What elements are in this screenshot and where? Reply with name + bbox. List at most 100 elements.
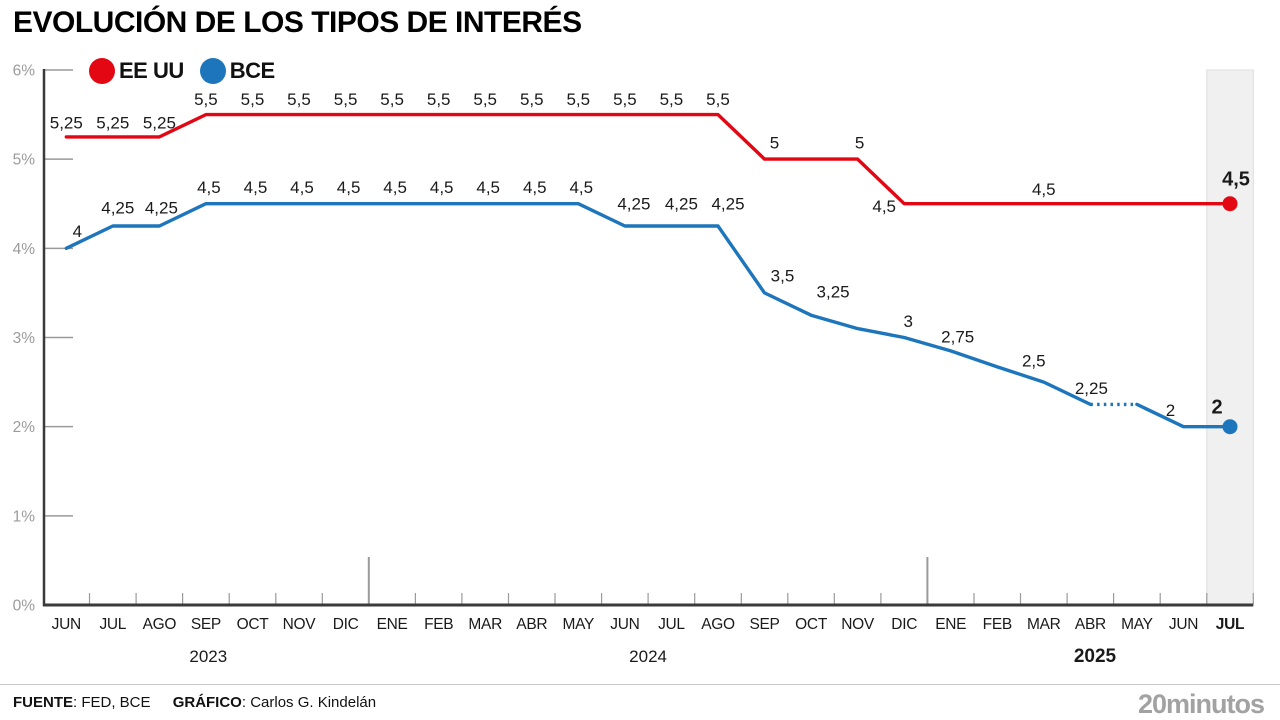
y-tick-label: 6% — [13, 62, 36, 79]
data-label-eeuu: 4,5 — [1032, 180, 1056, 199]
x-label: JUN — [1169, 616, 1198, 633]
data-label-bce: 4,25 — [665, 195, 698, 214]
legend: EE UU BCE — [89, 57, 291, 85]
year-label: 2023 — [189, 647, 227, 666]
data-label-bce: 3,25 — [817, 283, 850, 302]
data-label-eeuu: 5,25 — [50, 113, 83, 132]
data-label-eeuu: 5,5 — [241, 90, 265, 109]
x-label: ENE — [377, 616, 408, 633]
data-label-bce: 4,5 — [197, 178, 221, 197]
y-tick-label: 0% — [13, 598, 36, 615]
legend-dot-bce — [199, 58, 226, 84]
end-dot-bce — [1222, 419, 1238, 435]
data-label-eeuu: 5,25 — [143, 113, 176, 132]
x-label: FEB — [424, 616, 453, 633]
x-label: AGO — [701, 616, 735, 633]
data-label-bce: 2,75 — [941, 327, 974, 346]
data-label-eeuu: 4,5 — [1222, 169, 1250, 191]
data-label-eeuu: 5,5 — [287, 90, 311, 109]
x-label: MAR — [1027, 616, 1061, 633]
graphic-value: : Carlos G. Kindelán — [241, 694, 377, 711]
data-label-eeuu: 5,5 — [660, 90, 684, 109]
x-label: AGO — [143, 616, 177, 633]
data-label-bce: 3 — [903, 312, 912, 331]
x-label: SEP — [749, 616, 779, 633]
data-label-bce: 4,5 — [383, 178, 407, 197]
data-label-bce: 2 — [1211, 397, 1222, 419]
data-label-bce: 2,5 — [1022, 352, 1046, 371]
y-tick-label: 5% — [13, 152, 36, 169]
y-tick-label: 4% — [13, 241, 36, 258]
year-label: 2025 — [1074, 646, 1117, 667]
x-label: ABR — [516, 616, 547, 633]
data-label-bce: 4,5 — [430, 178, 454, 197]
page-title: EVOLUCIÓN DE LOS TIPOS DE INTERÉS — [13, 6, 582, 39]
data-label-bce: 4,5 — [290, 178, 314, 197]
data-label-eeuu: 4,5 — [872, 197, 896, 216]
legend-label-bce: BCE — [229, 58, 275, 83]
footer: FUENTE: FED, BCE GRÁFICO: Carlos G. Kind… — [0, 684, 1280, 720]
x-label: MAR — [468, 616, 502, 633]
source-value: : FED, BCE — [73, 694, 151, 711]
data-label-bce: 4,25 — [145, 199, 178, 218]
brand-logo: 20minutos — [1137, 689, 1265, 719]
data-label-bce: 2 — [1166, 401, 1175, 420]
data-label-bce: 4,5 — [476, 178, 500, 197]
series-line-eeuu — [64, 112, 1232, 206]
data-label-bce: 4,25 — [617, 195, 650, 214]
data-label-bce: 4,25 — [101, 199, 134, 218]
series-line-bce — [1135, 402, 1232, 429]
data-label-eeuu: 5,5 — [520, 90, 544, 109]
data-label-bce: 4,5 — [569, 178, 593, 197]
x-label: MAY — [1121, 616, 1153, 633]
data-label-eeuu: 5,5 — [473, 90, 497, 109]
data-label-eeuu: 5,5 — [613, 90, 637, 109]
data-label-eeuu: 5,5 — [427, 90, 451, 109]
x-label: JUN — [610, 616, 639, 633]
data-label-eeuu: 5,5 — [334, 90, 358, 109]
x-label: NOV — [841, 616, 875, 633]
data-label-bce: 4,5 — [337, 178, 361, 197]
x-label: JUN — [52, 616, 81, 633]
data-label-eeuu: 5 — [770, 134, 779, 153]
year-label: 2024 — [629, 647, 667, 666]
data-label-eeuu: 5,5 — [194, 90, 218, 109]
x-label: OCT — [795, 616, 828, 633]
data-label-bce: 4 — [73, 222, 82, 241]
x-label: MAY — [563, 616, 595, 633]
credits: FUENTE: FED, BCE GRÁFICO: Carlos G. Kind… — [13, 694, 376, 711]
legend-dot-eeuu — [89, 58, 115, 84]
source-label: FUENTE — [13, 694, 73, 711]
x-label: NOV — [283, 616, 317, 633]
x-label: FEB — [983, 616, 1012, 633]
data-label-eeuu: 5,25 — [96, 113, 129, 132]
legend-label-eeuu: EE UU — [119, 58, 184, 83]
data-label-bce: 4,5 — [523, 178, 547, 197]
data-label-eeuu: 5,5 — [566, 90, 590, 109]
x-label: ABR — [1075, 616, 1106, 633]
y-tick-label: 1% — [13, 508, 36, 525]
data-label-bce: 3,5 — [771, 266, 795, 285]
y-tick-label: 3% — [13, 330, 36, 347]
x-label: DIC — [891, 616, 917, 633]
x-label: OCT — [237, 616, 270, 633]
graphic-label: GRÁFICO — [172, 694, 242, 711]
x-label: ENE — [935, 616, 966, 633]
data-label-eeuu: 5 — [855, 134, 864, 153]
x-label: DIC — [333, 616, 359, 633]
y-tick-label: 2% — [13, 419, 36, 436]
current-month-band — [1206, 69, 1254, 606]
x-label: JUL — [658, 616, 685, 633]
rates-line-chart: 0% 1% 2% 3% 4% 5% 6% JUN JUL AGO SEP OCT NOV DIC ENE FE… — [13, 62, 1254, 667]
x-label: SEP — [191, 616, 221, 633]
data-label-eeuu: 5,5 — [706, 90, 730, 109]
data-label-bce: 4,25 — [711, 195, 744, 214]
data-label-bce: 2,25 — [1075, 379, 1108, 398]
x-label: JUL — [99, 616, 126, 633]
data-label-bce: 4,5 — [244, 178, 268, 197]
series-line-bce — [64, 202, 1093, 407]
x-label: JUL — [1216, 616, 1244, 633]
end-dot-eeuu — [1222, 196, 1238, 212]
data-label-eeuu: 5,5 — [380, 90, 404, 109]
